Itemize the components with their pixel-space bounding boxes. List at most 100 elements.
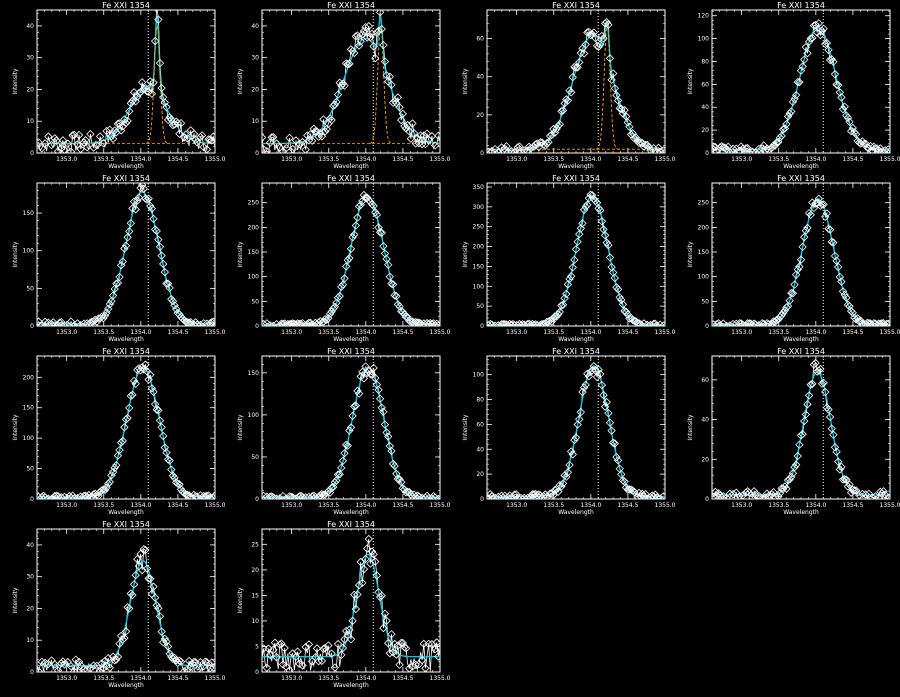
data-point [372,571,382,580]
data-point [120,633,129,643]
x-tick-label: 1354.0 [130,329,151,336]
data-point [770,492,780,499]
data-point [769,141,778,150]
data-point [304,492,314,499]
y-tick-label: 30 [251,55,259,62]
data-point [803,400,812,409]
panel-title: Fe XXI 1354 [552,174,600,183]
y-axis-label: Intensity [462,414,469,441]
data-point [728,144,738,153]
data-point [108,134,118,144]
data-point [123,233,132,242]
data-point [880,146,890,153]
data-point [129,197,139,206]
data-point [659,146,665,153]
narrow-component [145,25,169,144]
data-point [623,485,632,494]
data-point [864,144,874,153]
data-point [516,493,526,499]
data-point [343,255,352,265]
observed-spectrum-line [37,363,215,499]
x-tick-label: 1353.5 [318,156,339,163]
data-point [842,293,851,302]
data-point [388,648,398,657]
data-point [390,291,399,300]
data-point [171,304,181,314]
data-point [791,91,801,100]
data-point [329,482,338,492]
data-point [762,489,772,498]
data-point [269,321,278,326]
data-point [142,87,152,96]
data-point [764,491,773,499]
data-point [105,299,114,309]
data-point [141,545,150,555]
data-point [173,118,182,128]
x-tick-label: 1353.0 [281,502,302,509]
data-point [154,15,163,24]
data-point [104,479,113,489]
data-point [183,665,192,672]
y-tick-label: 0 [705,496,709,503]
data-point [813,28,822,37]
data-point [613,96,623,105]
data-point [265,492,275,499]
data-point [277,319,286,326]
x-tick-label: 1354.0 [580,502,601,509]
y-tick-label: 350 [473,184,485,191]
data-point [175,480,184,489]
data-point [142,564,152,573]
y-tick-label: 80 [476,397,484,404]
data-point [793,451,802,461]
data-point [591,33,600,43]
y-tick-label: 20 [251,86,259,93]
y-tick-label: 80 [701,58,709,65]
data-point [377,24,386,34]
y-tick-label: 60 [476,36,484,43]
data-point [346,423,356,432]
y-tick-label: 150 [248,370,260,377]
data-point [354,202,364,211]
data-point [343,60,352,69]
data-point [634,138,644,148]
data-point [819,24,828,33]
data-point [340,81,349,90]
data-point [579,49,589,58]
data-point [814,19,823,28]
data-point [393,93,403,102]
data-point [288,144,297,153]
data-point [401,488,411,497]
data-point [435,644,440,653]
data-point [605,418,615,427]
data-point [356,557,365,567]
data-point [811,20,820,30]
data-point [411,660,420,669]
y-axis-label: Intensity [12,587,19,614]
data-point [861,320,870,326]
data-point [160,634,170,644]
data-point [715,491,725,499]
data-point [843,482,853,491]
data-point [86,664,95,672]
y-tick-label: 200 [23,374,35,381]
data-point [866,141,875,151]
fit-curve [487,365,665,498]
data-point [82,665,92,672]
data-point [743,143,752,153]
data-point [341,626,351,636]
data-point [375,10,385,17]
data-point [596,206,605,215]
data-point [630,316,639,326]
data-point [770,317,780,326]
data-point [649,492,658,499]
spectrum-panel: 1353.0 1353.5 1354.0 1354.5 1355.0 0 10 20 30 40 F… [12,1,226,170]
data-point [503,321,513,326]
data-point [333,470,343,479]
x-tick-label: 1355.0 [205,502,226,509]
plot-area [37,356,215,499]
data-point [144,375,153,384]
data-point [539,492,548,499]
x-tick-label: 1353.0 [506,502,527,509]
data-point [558,300,568,309]
x-tick-label: 1353.5 [768,329,789,336]
